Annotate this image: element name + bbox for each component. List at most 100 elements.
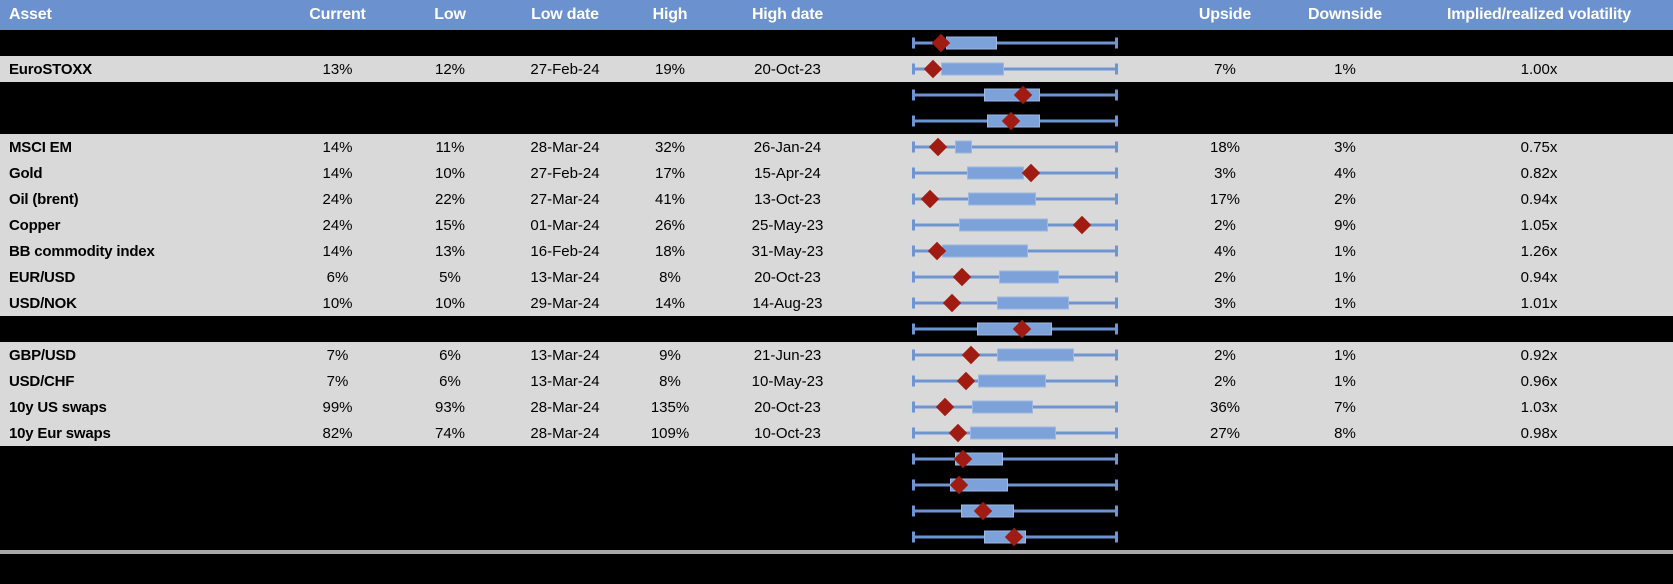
cell-boxplot — [860, 212, 1165, 238]
box-range — [998, 270, 1060, 284]
cell-asset: BB commodity index — [9, 242, 155, 260]
cell-high-date: 14-Aug-23 — [752, 294, 823, 312]
cell-low: 10% — [434, 164, 466, 182]
cell-boxplot — [860, 82, 1165, 108]
cell-boxplot — [860, 238, 1165, 264]
cell-asset: 10y US swaps — [9, 398, 107, 416]
cell-high-date — [715, 524, 860, 550]
table-row: EuroSTOXX 13% 12% 27-Feb-24 19% 20-Oct-2… — [0, 56, 1673, 82]
spacer-row — [0, 446, 1673, 472]
boxplot — [912, 108, 1118, 134]
box-range — [955, 140, 972, 154]
cell-low-date — [505, 30, 625, 56]
cell-ivrv — [1405, 498, 1673, 524]
cell-asset — [0, 498, 280, 524]
cell-asset: Copper — [9, 216, 61, 234]
cell-low — [395, 498, 505, 524]
cell-ivrv: 1.01x — [1520, 294, 1558, 312]
whisker-cap-left — [912, 167, 915, 179]
boxplot — [912, 420, 1118, 446]
cell-low: 22% — [434, 190, 466, 208]
cell-high — [625, 472, 715, 498]
header-downside: Downside — [1308, 6, 1382, 23]
cell-asset — [0, 316, 280, 342]
cell-ivrv — [1405, 30, 1673, 56]
whisker-line — [913, 509, 1117, 513]
cell-low: 15% — [434, 216, 466, 234]
cell-upside — [1165, 82, 1285, 108]
cell-current: 99% — [322, 398, 353, 416]
cell-downside — [1285, 446, 1405, 472]
cell-downside: 2% — [1334, 190, 1356, 208]
cell-current — [280, 524, 395, 550]
cell-boxplot — [860, 160, 1165, 186]
cell-ivrv: 0.94x — [1520, 268, 1558, 286]
table-row: 10y Eur swaps 82% 74% 28-Mar-24 109% 10-… — [0, 420, 1673, 446]
whisker-cap-left — [912, 375, 915, 387]
whisker-cap-left — [912, 453, 915, 465]
header-high: High — [652, 6, 688, 23]
whisker-cap-left — [912, 531, 915, 543]
whisker-cap-left — [912, 63, 915, 75]
spacer-row — [0, 498, 1673, 524]
cell-boxplot — [860, 420, 1165, 446]
cell-current — [280, 30, 395, 56]
cell-ivrv: 1.00x — [1520, 60, 1558, 78]
boxplot — [912, 264, 1118, 290]
whisker-cap-left — [912, 427, 915, 439]
whisker-cap-left — [912, 297, 915, 309]
cell-high-date: 31-May-23 — [751, 242, 824, 260]
cell-low: 74% — [434, 424, 466, 442]
cell-upside — [1165, 524, 1285, 550]
whisker-line — [913, 457, 1117, 461]
cell-asset — [0, 108, 280, 134]
cell-low-date — [505, 472, 625, 498]
boxplot — [912, 472, 1118, 498]
whisker-cap-right — [1115, 115, 1118, 127]
cell-high-date: 25-May-23 — [751, 216, 824, 234]
cell-high: 109% — [650, 424, 690, 442]
cell-current — [280, 472, 395, 498]
cell-boxplot — [860, 394, 1165, 420]
spacer-row — [0, 472, 1673, 498]
box-range — [946, 36, 998, 50]
cell-high: 32% — [654, 138, 686, 156]
whisker-cap-right — [1115, 323, 1118, 335]
cell-high-date: 10-May-23 — [751, 372, 824, 390]
cell-boxplot — [860, 342, 1165, 368]
cell-ivrv: 1.03x — [1520, 398, 1558, 416]
cell-downside: 1% — [1334, 242, 1356, 260]
box-range — [971, 400, 1033, 414]
table-body: EuroSTOXX 13% 12% 27-Feb-24 19% 20-Oct-2… — [0, 30, 1673, 550]
cell-ivrv: 0.82x — [1520, 164, 1558, 182]
header-upside: Upside — [1198, 6, 1252, 23]
boxplot — [912, 498, 1118, 524]
box-range — [968, 192, 1037, 206]
cell-high-date — [715, 472, 860, 498]
cell-ivrv: 0.75x — [1520, 138, 1558, 156]
cell-upside: 7% — [1214, 60, 1236, 78]
cell-downside: 1% — [1334, 60, 1356, 78]
cell-low — [395, 316, 505, 342]
cell-low — [395, 108, 505, 134]
header-high-date: High date — [751, 6, 824, 23]
cell-upside: 2% — [1214, 216, 1236, 234]
current-marker-icon — [923, 59, 942, 79]
whisker-cap-left — [912, 323, 915, 335]
cell-downside: 1% — [1334, 372, 1356, 390]
cell-low-date: 27-Mar-24 — [530, 190, 600, 208]
cell-low-date — [505, 108, 625, 134]
table-row: EUR/USD 6% 5% 13-Mar-24 8% 20-Oct-23 2% … — [0, 264, 1673, 290]
cell-boxplot — [860, 316, 1165, 342]
whisker-cap-right — [1115, 193, 1118, 205]
whisker-cap-right — [1115, 297, 1118, 309]
cell-downside — [1285, 108, 1405, 134]
cell-low-date: 29-Mar-24 — [530, 294, 600, 312]
whisker-cap-left — [912, 193, 915, 205]
current-marker-icon — [956, 371, 976, 391]
table-header-row: Asset Current Low Low date High High dat… — [0, 0, 1673, 30]
cell-high-date: 20-Oct-23 — [754, 60, 821, 78]
cell-low: 13% — [434, 242, 466, 260]
cell-low: 6% — [439, 346, 461, 364]
cell-boxplot — [860, 524, 1165, 550]
